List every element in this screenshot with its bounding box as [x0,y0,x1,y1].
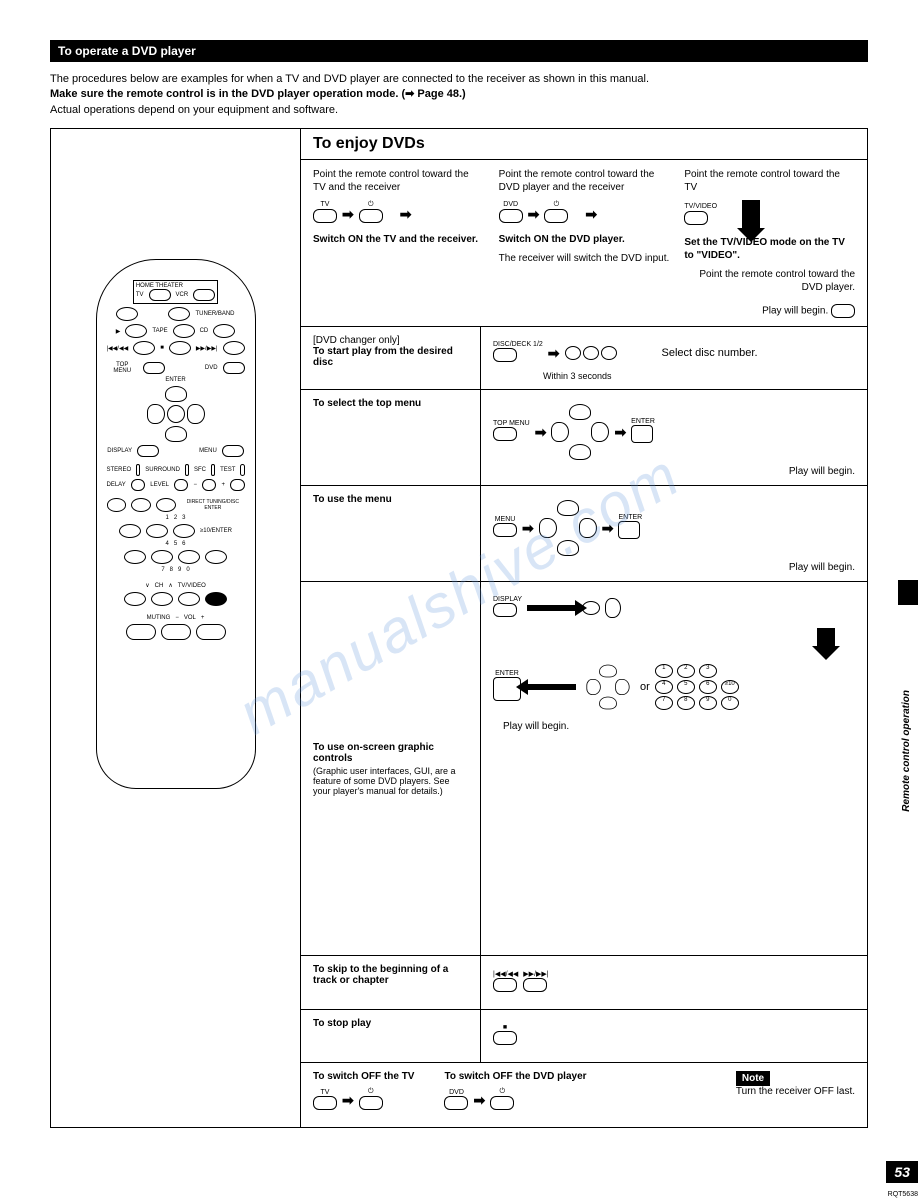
side-label: Remote control operation [901,690,912,812]
step1-bold: Switch ON the TV and the receiver. [313,234,478,245]
off-dvd-title: To switch OFF the DVD player [444,1071,586,1082]
skip-title: To skip to the beginning of a track or c… [313,964,448,986]
section-header: To operate a DVD player [50,40,868,62]
row-switchoff: To switch OFF the TV TV ➡ ⏻ To switch OF… [301,1063,867,1127]
remote-outline: HOME THEATER TVVCR TUNER/BAND ▶TAPECD |◀… [96,259,256,789]
intro-line1: The procedures below are examples for wh… [50,72,868,87]
row-menu: To use the menu MENU ➡ ➡ ENTER Play will… [301,486,867,582]
row-gui: To use on-screen graphic controls (Graph… [301,582,867,956]
step3-result: Play will begin. [762,306,828,317]
step2-text: Point the remote control toward the DVD … [499,168,670,194]
menu-result: Play will begin. [493,562,855,573]
topmenu-title: To select the top menu [313,398,421,409]
gui-title: To use on-screen graphic controls [313,742,468,764]
instructions-column: To enjoy DVDs Point the remote control t… [301,129,867,1127]
step3-sub: Point the remote control toward the DVD … [684,268,855,294]
step1-text: Point the remote control toward the TV a… [313,168,484,194]
step3-text: Point the remote control toward the TV [684,168,855,194]
intro-line2: Make sure the remote control is in the D… [50,88,466,100]
gui-or: or [640,681,650,693]
doc-reference: RQT5638 [888,1191,918,1198]
main-box: HOME THEATER TVVCR TUNER/BAND ▶TAPECD |◀… [50,128,868,1128]
enjoy-title: To enjoy DVDs [301,129,867,160]
intro-line3: Actual operations depend on your equipme… [50,103,868,118]
note-text: Turn the receiver OFF last. [736,1086,855,1097]
changer-action: Select disc number. [662,347,758,359]
page-number: 53 [886,1161,918,1183]
note-label: Note [736,1071,770,1086]
step2-bold: Switch ON the DVD player. [499,234,625,245]
side-tab [898,580,918,605]
stop-title: To stop play [313,1018,371,1029]
remote-dpad [147,386,205,442]
gui-desc: (Graphic user interfaces, GUI, are a fea… [313,766,468,796]
home-theater-box: HOME THEATER TVVCR [133,280,218,304]
menu-title: To use the menu [313,494,392,505]
row-skip: To skip to the beginning of a track or c… [301,956,867,1010]
step2-sub: The receiver will switch the DVD input. [499,252,670,265]
row-topmenu: To select the top menu TOP MENU ➡ ➡ ENTE… [301,390,867,486]
row-stop: To stop play ■ [301,1010,867,1063]
off-tv-title: To switch OFF the TV [313,1071,414,1082]
section-enjoy: To enjoy DVDs Point the remote control t… [301,129,867,327]
remote-column: HOME THEATER TVVCR TUNER/BAND ▶TAPECD |◀… [51,129,301,1127]
intro-block: The procedures below are examples for wh… [50,72,868,118]
topmenu-result: Play will begin. [493,466,855,477]
changer-hint: Within 3 seconds [543,371,855,381]
gui-result: Play will begin. [503,721,855,732]
changer-label: [DVD changer only] [313,335,468,346]
changer-title: To start play from the desired disc [313,346,453,368]
row-changer: [DVD changer only] To start play from th… [301,327,867,390]
